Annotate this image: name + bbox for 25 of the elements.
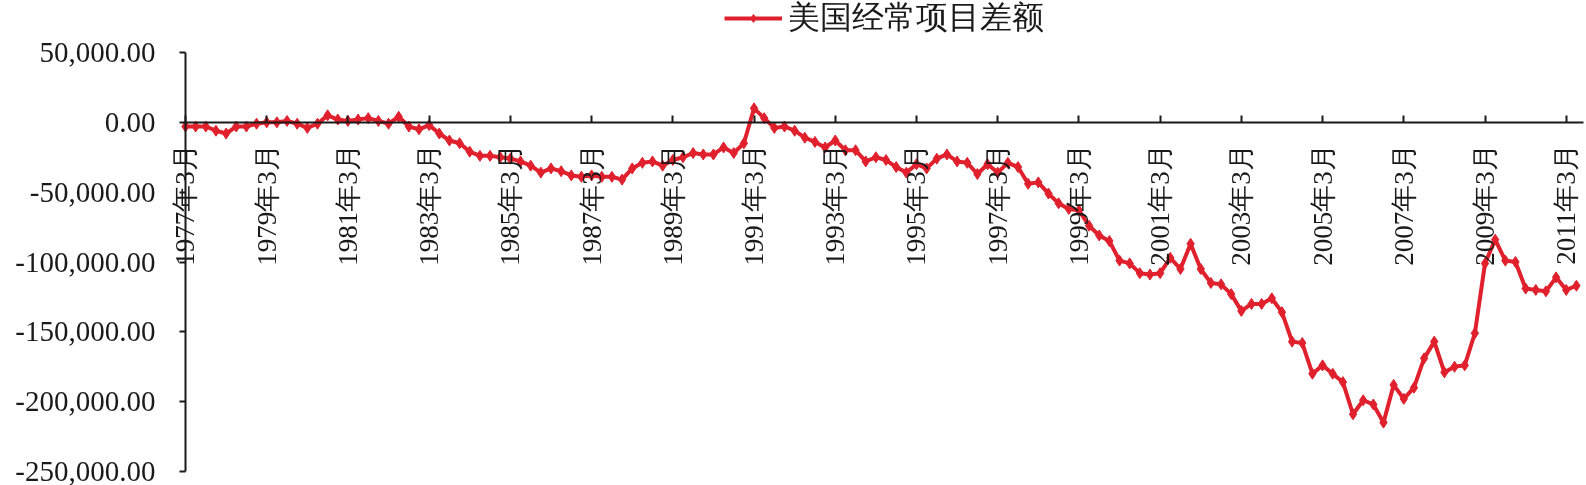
x-tick-label: 1999年3月 — [1063, 144, 1094, 266]
x-tick-label: 1979年3月 — [251, 144, 282, 266]
x-tick-label: 2009年3月 — [1470, 144, 1501, 266]
x-tick-label: 2005年3月 — [1307, 144, 1338, 266]
y-tick-label: -100,000.00 — [15, 245, 156, 278]
x-tick-label: 1987年3月 — [576, 144, 607, 266]
x-tick-label: 2001年3月 — [1145, 144, 1176, 266]
x-tick-label: 1995年3月 — [901, 144, 932, 266]
x-tick-label: 1991年3月 — [739, 144, 770, 266]
y-tick-label: -200,000.00 — [15, 385, 156, 418]
y-tick-label: -150,000.00 — [15, 315, 156, 348]
y-tick-label: -250,000.00 — [15, 455, 156, 485]
y-tick-label: 0.00 — [104, 105, 156, 138]
x-tick-label: 1985年3月 — [495, 144, 526, 266]
x-tick-label: 2003年3月 — [1226, 144, 1257, 266]
x-tick-label: 1997年3月 — [982, 144, 1013, 266]
y-tick-label: 50,000.00 — [39, 36, 156, 68]
x-tick-label: 1989年3月 — [657, 144, 688, 266]
x-tick-label: 1981年3月 — [332, 144, 363, 266]
x-tick-label: 1993年3月 — [820, 144, 851, 266]
y-tick-label: -50,000.00 — [29, 175, 156, 208]
x-tick-label: 2011年3月 — [1551, 144, 1582, 265]
x-tick-label: 2007年3月 — [1388, 144, 1419, 266]
legend-label: 美国经常项目差额 — [788, 0, 1044, 37]
x-tick-label: 1983年3月 — [414, 144, 445, 266]
